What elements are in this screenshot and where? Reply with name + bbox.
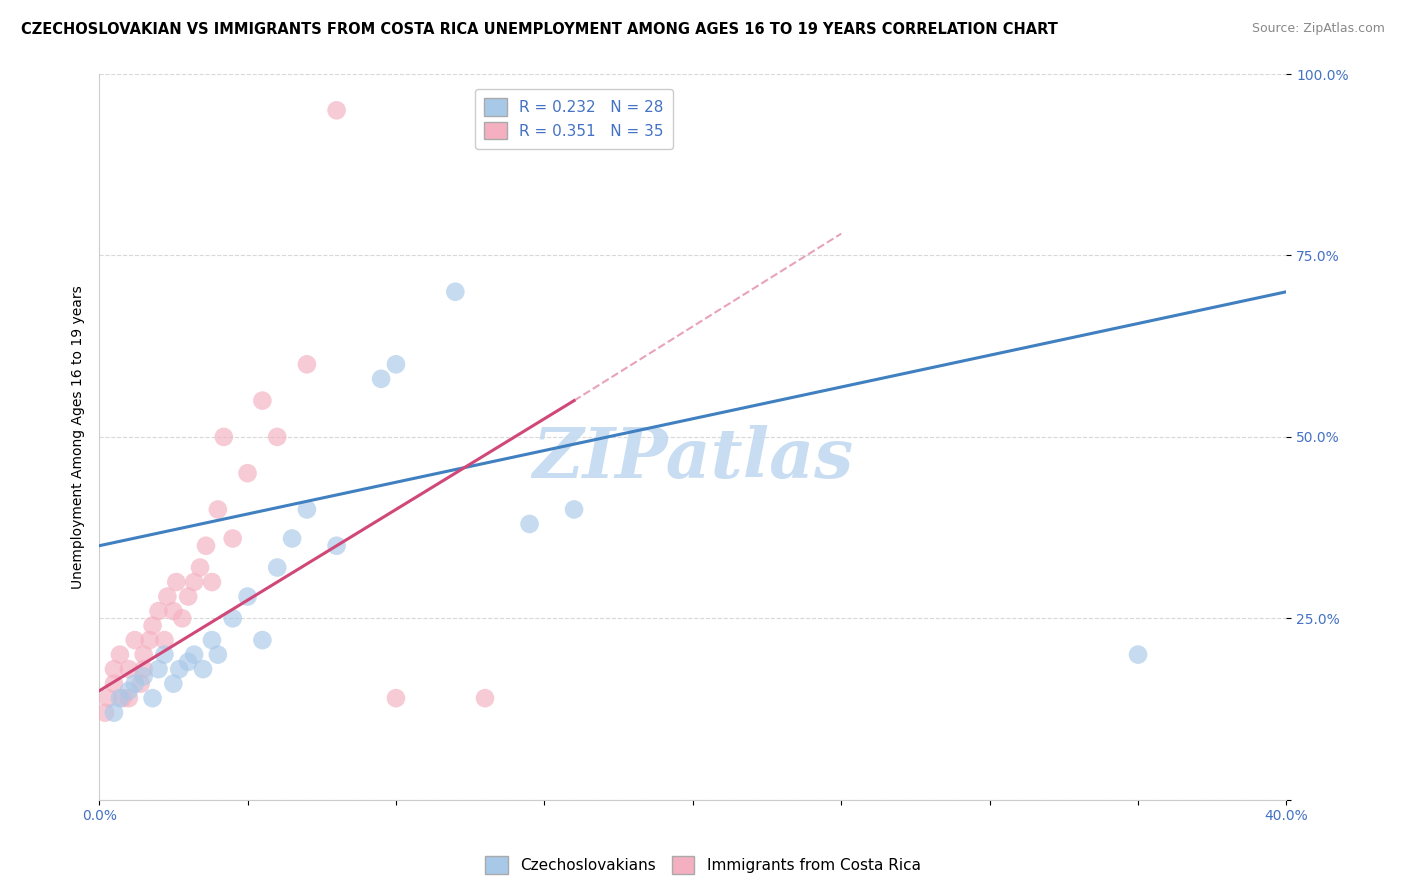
- Point: [385, 357, 408, 371]
- Point: [252, 393, 274, 408]
- Point: [385, 691, 408, 706]
- Point: [162, 604, 184, 618]
- Point: [222, 532, 245, 546]
- Text: CZECHOSLOVAKIAN VS IMMIGRANTS FROM COSTA RICA UNEMPLOYMENT AMONG AGES 16 TO 19 Y: CZECHOSLOVAKIAN VS IMMIGRANTS FROM COSTA…: [21, 22, 1057, 37]
- Point: [207, 648, 229, 662]
- Point: [162, 676, 184, 690]
- Point: [195, 539, 218, 553]
- Point: [142, 691, 165, 706]
- Point: [169, 662, 191, 676]
- Point: [188, 560, 211, 574]
- Point: [148, 662, 170, 676]
- Point: [281, 532, 304, 546]
- Point: [103, 706, 125, 720]
- Point: [111, 691, 134, 706]
- Point: [148, 604, 170, 618]
- Point: [236, 590, 259, 604]
- Point: [295, 357, 318, 371]
- Point: [108, 691, 131, 706]
- Point: [132, 662, 155, 676]
- Point: [1126, 648, 1149, 662]
- Point: [370, 372, 392, 386]
- Text: ZIPatlas: ZIPatlas: [533, 425, 853, 492]
- Point: [124, 633, 146, 648]
- Point: [474, 691, 496, 706]
- Point: [153, 648, 176, 662]
- Point: [252, 633, 274, 648]
- Point: [103, 676, 125, 690]
- Point: [295, 502, 318, 516]
- Point: [108, 648, 131, 662]
- Point: [207, 502, 229, 516]
- Point: [142, 618, 165, 632]
- Point: [325, 539, 347, 553]
- Point: [129, 676, 152, 690]
- Text: Source: ZipAtlas.com: Source: ZipAtlas.com: [1251, 22, 1385, 36]
- Point: [118, 691, 141, 706]
- Point: [177, 590, 200, 604]
- Legend: R = 0.232   N = 28, R = 0.351   N = 35: R = 0.232 N = 28, R = 0.351 N = 35: [475, 89, 673, 149]
- Point: [103, 662, 125, 676]
- Point: [177, 655, 200, 669]
- Point: [124, 676, 146, 690]
- Point: [444, 285, 467, 299]
- Point: [132, 669, 155, 683]
- Point: [519, 516, 541, 531]
- Y-axis label: Unemployment Among Ages 16 to 19 years: Unemployment Among Ages 16 to 19 years: [72, 285, 86, 589]
- Point: [132, 648, 155, 662]
- Point: [165, 575, 187, 590]
- Point: [183, 575, 205, 590]
- Point: [183, 648, 205, 662]
- Point: [266, 560, 288, 574]
- Point: [201, 633, 224, 648]
- Point: [201, 575, 224, 590]
- Point: [325, 103, 347, 118]
- Point: [118, 684, 141, 698]
- Point: [156, 590, 179, 604]
- Point: [266, 430, 288, 444]
- Point: [138, 633, 160, 648]
- Point: [118, 662, 141, 676]
- Point: [222, 611, 245, 625]
- Legend: Czechoslovakians, Immigrants from Costa Rica: Czechoslovakians, Immigrants from Costa …: [479, 850, 927, 880]
- Point: [191, 662, 214, 676]
- Point: [153, 633, 176, 648]
- Point: [94, 706, 117, 720]
- Point: [97, 691, 120, 706]
- Point: [212, 430, 235, 444]
- Point: [562, 502, 585, 516]
- Point: [172, 611, 194, 625]
- Point: [236, 466, 259, 480]
